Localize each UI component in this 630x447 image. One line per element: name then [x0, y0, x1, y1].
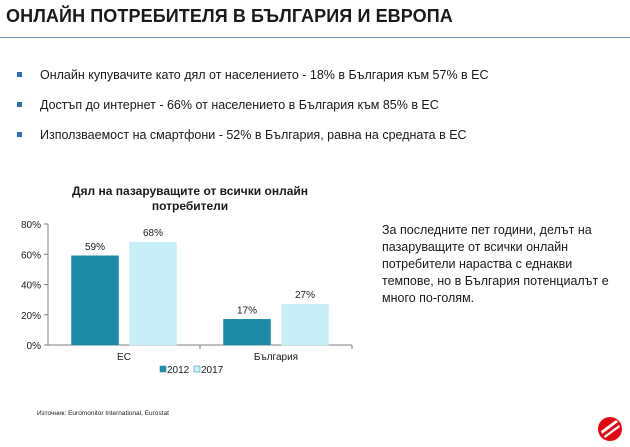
bullet-text: Достъп до интернет - 66% от населението …	[40, 98, 439, 112]
bullet-item: Онлайн купувачите като дял от населениет…	[17, 66, 489, 96]
bar-value-label: 59%	[85, 242, 105, 253]
chart-title: Дял на пазаруващите от всички онлайн пот…	[72, 184, 308, 213]
legend-swatch-2012	[159, 365, 167, 373]
bar-chart: 0% 20% 40% 60% 80% 59% 68% ЕС 17% 27% България 2012…	[21, 220, 353, 376]
legend-label: 2012	[167, 365, 190, 376]
y-tick-label: 40%	[21, 281, 41, 292]
x-category-label: България	[254, 352, 298, 363]
bullet-square-icon	[17, 102, 22, 107]
legend-label: 2017	[201, 365, 224, 376]
bar-value-label: 68%	[143, 228, 163, 239]
commentary-text: За последните пет години, делът на пазар…	[382, 223, 609, 305]
x-category-label: ЕС	[117, 352, 131, 363]
bar-value-label: 27%	[295, 290, 315, 301]
y-tick-label: 80%	[21, 220, 41, 231]
source-note: Източник: Euromonitor International, Eur…	[37, 410, 169, 417]
bar-value-label: 17%	[237, 305, 257, 316]
bullet-item: Използваемост на смартфони - 52% в Бълга…	[17, 126, 489, 156]
y-tick-label: 20%	[21, 311, 41, 322]
bullet-square-icon	[17, 72, 22, 77]
y-tick-label: 0%	[27, 341, 42, 352]
bullet-text: Онлайн купувачите като дял от населениет…	[40, 68, 489, 82]
bullet-square-icon	[17, 132, 22, 137]
bar-2017	[129, 241, 177, 346]
bullet-item: Достъп до интернет - 66% от населението …	[17, 96, 489, 126]
bar-2017	[281, 303, 329, 346]
y-tick-label: 60%	[21, 250, 41, 261]
bank-logo-icon	[598, 417, 622, 441]
bar-2012	[71, 255, 119, 346]
title-divider	[0, 37, 630, 38]
bullet-list: Онлайн купувачите като дял от населениет…	[17, 66, 489, 156]
page-title: ОНЛАЙН ПОТРЕБИТЕЛЯ В БЪЛГАРИЯ И ЕВРОПА	[6, 6, 453, 26]
bullet-text: Използваемост на смартфони - 52% в Бълга…	[40, 128, 467, 142]
bar-2012	[223, 319, 271, 346]
legend-swatch-2017	[193, 365, 201, 373]
